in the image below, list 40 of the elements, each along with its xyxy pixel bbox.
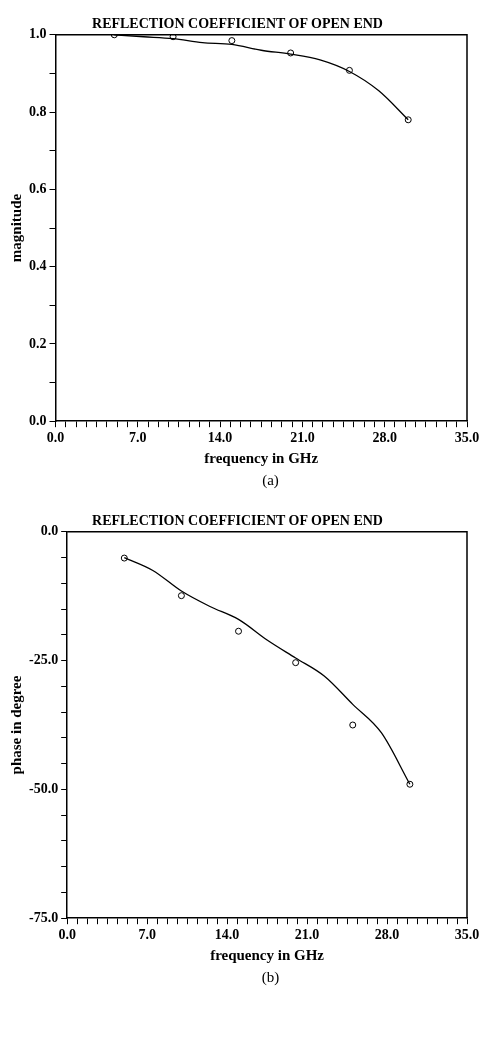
point xyxy=(169,34,177,41)
point xyxy=(345,66,353,74)
y-tick-label: 0.8 xyxy=(29,103,47,119)
point xyxy=(235,627,243,635)
x-tick-label: 14.0 xyxy=(214,927,240,943)
point xyxy=(406,780,414,788)
x-tick-label: 7.0 xyxy=(129,430,147,446)
x-tick-label: 28.0 xyxy=(372,430,397,446)
x-tick-label: 28.0 xyxy=(374,927,400,943)
x-tick-label: 35.0 xyxy=(454,430,480,446)
y-tick-label: 0.4 xyxy=(29,258,47,274)
y-tick-label: 1.0 xyxy=(29,26,47,42)
x-tick-label: 21.0 xyxy=(290,430,315,446)
x-tick-label: 0.0 xyxy=(58,927,76,943)
x-axis-title: frequency in GHz xyxy=(204,449,319,466)
point xyxy=(228,37,236,45)
y-axis-title: phase in degree xyxy=(7,675,24,775)
y-axis-title: magnitude xyxy=(7,193,24,263)
point xyxy=(177,592,185,600)
x-tick-label: 14.0 xyxy=(207,430,233,446)
text: (b) xyxy=(260,969,281,986)
point xyxy=(120,554,128,562)
y-tick-label: -25.0 xyxy=(28,652,59,668)
y-tick-label: -50.0 xyxy=(28,781,59,797)
x-tick-label: 7.0 xyxy=(138,927,156,943)
y-tick-label: 0.2 xyxy=(29,335,47,351)
chart-title: REFLECTION COEFFICIENT OF OPEN END xyxy=(92,513,383,529)
y-tick-label: 0.6 xyxy=(29,180,47,196)
y-tick-label: 0.0 xyxy=(29,412,47,428)
point xyxy=(287,49,295,57)
point xyxy=(404,116,412,124)
x-tick-label: 35.0 xyxy=(454,927,480,943)
point xyxy=(292,659,300,667)
y-tick-label: -75.0 xyxy=(28,909,59,925)
chart-title: REFLECTION COEFFICIENT OF OPEN END xyxy=(92,16,383,32)
point xyxy=(349,721,357,729)
text: (a) xyxy=(261,472,280,489)
y-tick-label: 0.0 xyxy=(40,523,59,539)
x-axis-title: frequency in GHz xyxy=(210,946,325,963)
x-tick-label: 21.0 xyxy=(294,927,320,943)
